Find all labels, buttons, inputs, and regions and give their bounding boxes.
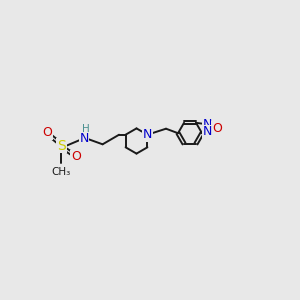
Text: N: N: [202, 125, 212, 138]
Text: N: N: [143, 128, 152, 141]
Text: CH₃: CH₃: [52, 167, 71, 177]
Text: O: O: [42, 126, 52, 140]
Text: N: N: [79, 132, 89, 146]
Text: O: O: [212, 122, 222, 134]
Text: O: O: [71, 150, 81, 164]
Text: N: N: [202, 118, 212, 131]
Text: H: H: [82, 124, 89, 134]
Text: S: S: [57, 139, 66, 152]
